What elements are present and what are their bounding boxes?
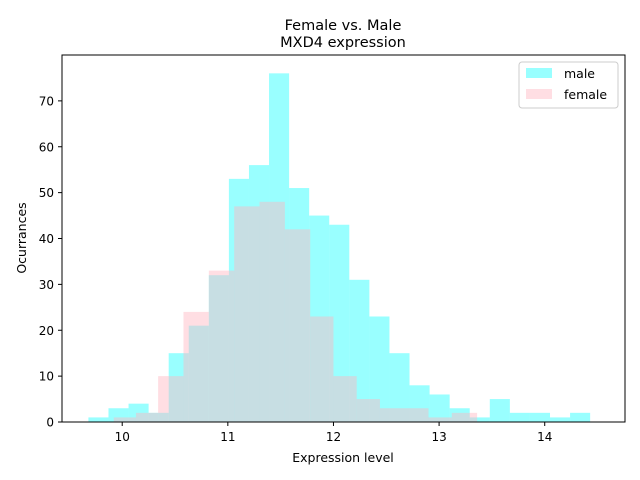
male-bar-17 — [429, 394, 450, 422]
chart-title-line2: MXD4 expression — [280, 35, 406, 51]
legend: male female — [518, 61, 619, 109]
y-tick-label-6: 60 — [39, 140, 54, 154]
male-bar-0 — [88, 417, 109, 422]
male-bar-8 — [248, 165, 270, 422]
y-ticks: 0 10 20 30 40 50 60 70 — [39, 94, 62, 430]
female-bar-1 — [135, 412, 159, 422]
female-bar-7 — [259, 201, 285, 422]
y-tick-label-4: 40 — [39, 232, 54, 246]
x-axis-label: Expression level — [292, 450, 394, 465]
female-bar-3 — [169, 376, 184, 422]
male-bar-18 — [449, 408, 470, 422]
male-bar-3 — [148, 412, 169, 422]
chart-title-line1: Female vs. Male — [285, 18, 402, 34]
y-tick-label-0: 0 — [46, 416, 54, 430]
male-bar-14 — [369, 316, 390, 422]
x-ticks: 10 11 12 13 14 — [115, 422, 552, 444]
y-tick-label-1: 10 — [39, 370, 54, 384]
male-bar-24 — [570, 412, 591, 422]
male-bar-4 — [168, 353, 189, 422]
female-bar-13 — [428, 417, 452, 422]
male-bar-19 — [469, 417, 490, 422]
y-tick-label-2: 20 — [39, 324, 54, 338]
female-bar-12 — [379, 408, 429, 422]
x-tick-label-1: 11 — [220, 430, 235, 444]
y-axis-label: Ocurrances — [14, 202, 29, 273]
female-bar-4 — [183, 311, 209, 422]
female-bar-9 — [310, 316, 334, 422]
male-bar-6 — [208, 275, 229, 422]
bars-group — [88, 73, 591, 422]
male-bar-11 — [309, 215, 330, 422]
male-bar-23 — [550, 417, 571, 422]
x-tick-label-4: 14 — [537, 430, 552, 444]
legend-label-female: female — [564, 87, 607, 102]
male-bar-9 — [269, 73, 290, 422]
y-tick-label-7: 70 — [39, 94, 54, 108]
y-tick-label-5: 50 — [39, 186, 54, 200]
male-bar-5 — [188, 325, 209, 422]
female-bar-10 — [333, 376, 357, 422]
female-bar-11 — [356, 399, 380, 422]
male-bar-12 — [329, 224, 350, 422]
male-bar-21 — [509, 412, 530, 422]
male-bar-20 — [489, 399, 510, 422]
legend-swatch-female — [526, 89, 552, 99]
male-bar-16 — [409, 385, 430, 422]
legend-label-male: male — [564, 66, 595, 81]
legend-box — [518, 61, 619, 109]
female-bar-14 — [451, 412, 478, 422]
male-bar-1 — [108, 408, 129, 422]
female-bar-0 — [113, 417, 136, 422]
male-bar-22 — [529, 412, 551, 422]
x-tick-label-2: 12 — [326, 430, 341, 444]
female-bar-8 — [284, 229, 311, 422]
female-bar-6 — [234, 206, 260, 422]
x-tick-label-0: 10 — [115, 430, 130, 444]
male-bar-2 — [128, 403, 149, 422]
female-bar-2 — [158, 376, 170, 422]
male-bar-7 — [228, 178, 249, 422]
legend-swatch-male — [526, 68, 552, 78]
female-bar-5 — [208, 270, 235, 422]
male-bar-10 — [289, 188, 310, 422]
y-tick-label-3: 30 — [39, 278, 54, 292]
male-bar-15 — [389, 353, 410, 422]
male-bar-13 — [349, 279, 370, 422]
x-tick-label-3: 13 — [431, 430, 446, 444]
